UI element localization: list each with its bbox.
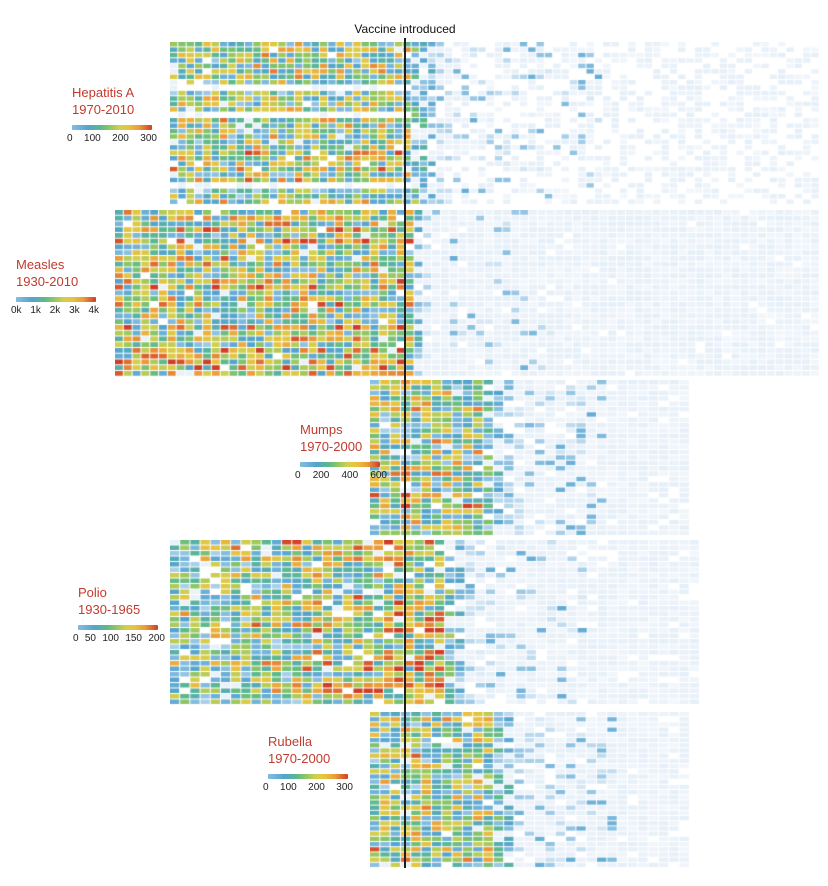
disease-years: 1970-2000 [300, 439, 363, 454]
measles-heatmap [115, 210, 820, 377]
disease-years: 1930-1965 [78, 602, 141, 617]
vaccine-introduced-label: Vaccine introduced [354, 22, 456, 36]
legend-tick-labels: 0 100 200 300 [67, 133, 157, 144]
legend-tick-labels: 0 50 100 150 200 [73, 633, 165, 644]
mumps-heatmap [370, 380, 690, 536]
hepatitis-a-heatmap [170, 42, 820, 205]
legend-tick: 100 [102, 633, 119, 644]
panel-label-hepatitis-a: Hepatitis A 1970-2010 0 100 200 300 [67, 84, 157, 144]
legend-tick: 600 [370, 470, 387, 481]
disease-name: Measles [16, 257, 65, 272]
polio-heatmap [170, 540, 700, 705]
legend-tick: 150 [125, 633, 142, 644]
legend-tick-labels: 0 100 200 300 [263, 782, 353, 793]
legend-tick: 100 [84, 133, 101, 144]
legend-tick: 4k [88, 305, 99, 316]
legend-tick: 2k [49, 305, 61, 316]
legend-tick: 300 [140, 133, 157, 144]
legend-tick: 200 [148, 633, 165, 644]
disease-years: 1970-2010 [72, 102, 135, 117]
legend-gradient-bar [268, 774, 348, 779]
legend-tick: 1k [30, 305, 41, 316]
legend-tick: 0 [263, 782, 269, 793]
disease-name: Mumps [300, 422, 343, 437]
legend-tick: 0 [67, 133, 73, 144]
panel-label-rubella: Rubella 1970-2000 0 100 200 300 [263, 733, 353, 793]
panel-label-polio: Polio 1930-1965 0 50 100 150 200 [73, 584, 165, 644]
panel-label-measles: Measles 1930-2010 0k 1k 2k 3k 4k [11, 256, 99, 316]
legend-tick: 300 [336, 782, 353, 793]
panel-label-mumps: Mumps 1970-2000 0 200 400 600 [295, 421, 387, 481]
legend-tick: 50 [84, 633, 96, 644]
disease-name: Rubella [268, 734, 313, 749]
legend-gradient-bar [72, 125, 152, 130]
legend-gradient-bar [300, 462, 380, 467]
legend-tick: 0k [11, 305, 22, 316]
disease-name: Hepatitis A [72, 85, 135, 100]
rubella-heatmap [370, 712, 690, 868]
legend-gradient-bar [78, 625, 158, 630]
legend-tick-labels: 0k 1k 2k 3k 4k [11, 305, 99, 316]
legend-tick: 0 [73, 633, 79, 644]
legend-tick: 400 [341, 470, 359, 481]
legend-tick: 200 [308, 782, 325, 793]
legend-tick: 0 [295, 470, 301, 481]
legend-tick: 100 [280, 782, 297, 793]
legend-tick: 3k [69, 305, 80, 316]
disease-name: Polio [78, 585, 107, 600]
legend-tick-labels: 0 200 400 600 [295, 470, 387, 481]
legend-gradient-bar [16, 297, 96, 302]
disease-years: 1930-2010 [16, 274, 79, 289]
legend-tick: 200 [112, 133, 129, 144]
vaccine-introduced-line [404, 38, 406, 868]
legend-tick: 200 [312, 470, 330, 481]
disease-years: 1970-2000 [268, 751, 331, 766]
